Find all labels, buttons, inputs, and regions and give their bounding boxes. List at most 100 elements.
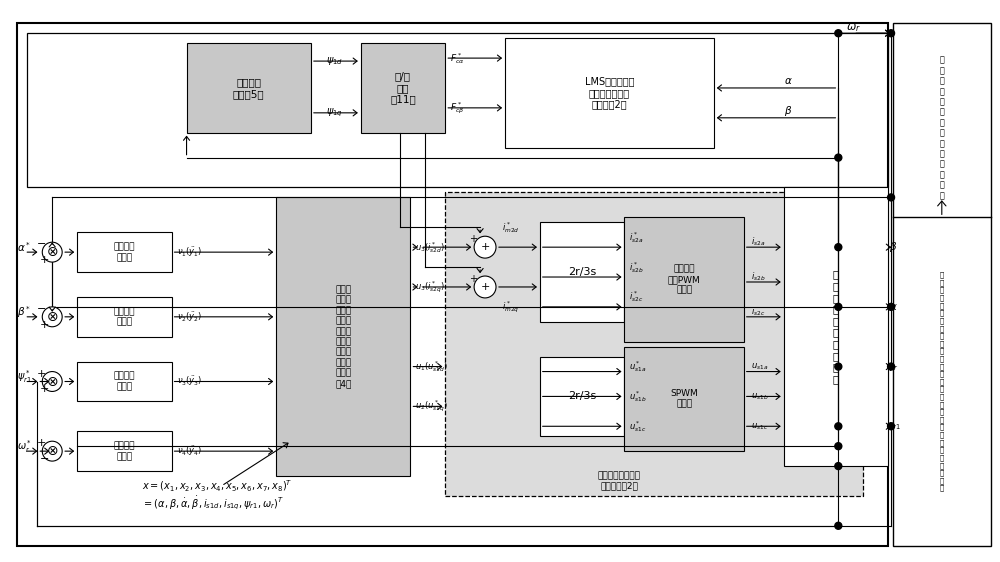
Text: ⊗: ⊗: [46, 374, 58, 388]
Text: $\beta^*$: $\beta^*$: [17, 304, 31, 320]
Circle shape: [888, 363, 895, 370]
Bar: [505, 38, 714, 148]
Bar: [77, 232, 172, 272]
Circle shape: [835, 154, 842, 161]
Text: $\nu_2(\ddot{y}_2)$: $\nu_2(\ddot{y}_2)$: [177, 310, 202, 324]
Circle shape: [474, 236, 496, 258]
Text: +: +: [37, 438, 46, 448]
Circle shape: [835, 423, 842, 430]
Text: $u_{s1a}^*$: $u_{s1a}^*$: [629, 359, 647, 374]
Bar: [27, 33, 888, 188]
Text: 三
相
无
轴
承
异
步
电
动
机: 三 相 无 轴 承 异 步 电 动 机: [833, 270, 839, 384]
Text: 无轴承异步电机原
系统模型（2）: 无轴承异步电机原 系统模型（2）: [598, 472, 641, 491]
Text: +: +: [480, 282, 490, 292]
Bar: [624, 217, 744, 342]
Bar: [77, 361, 172, 401]
Bar: [276, 197, 410, 476]
Text: 考虑定
子电流
动态的
无轴承
异步电
机转子
磁链定
向逆系
统模型
（4）: 考虑定 子电流 动态的 无轴承 异步电 机转子 磁链定 向逆系 统模型 （4）: [335, 285, 351, 388]
Circle shape: [888, 194, 895, 201]
Bar: [784, 188, 888, 466]
Text: 电机转速
调节器: 电机转速 调节器: [114, 442, 135, 461]
Text: $\nu_1(\ddot{y}_1)$: $\nu_1(\ddot{y}_1)$: [177, 245, 202, 259]
Text: $u_1(u_{s1d}^*)$: $u_1(u_{s1d}^*)$: [415, 359, 449, 374]
Circle shape: [42, 441, 62, 461]
Text: 2r/3s: 2r/3s: [568, 391, 596, 401]
Text: $\alpha$: $\alpha$: [889, 302, 897, 312]
Text: $i_{s2b}$: $i_{s2b}$: [751, 271, 765, 283]
Bar: [77, 431, 172, 471]
Text: $x=(x_1,x_2,x_3,x_4,x_5,x_6,x_7,x_8)^T$: $x=(x_1,x_2,x_3,x_4,x_5,x_6,x_7,x_8)^T$: [142, 478, 292, 493]
Text: ⊗: ⊗: [46, 444, 58, 458]
Text: −: −: [40, 454, 49, 464]
Text: +: +: [40, 255, 49, 265]
Text: 电流闭环
跟踪PWM
逆变器: 电流闭环 跟踪PWM 逆变器: [668, 265, 700, 294]
Text: $\beta$: $\beta$: [784, 104, 793, 118]
Circle shape: [474, 276, 496, 298]
Text: $i_{s2c}^*$: $i_{s2c}^*$: [629, 289, 644, 305]
Circle shape: [42, 242, 62, 262]
Text: 考
虑
电
流
动
态
的
无
轴
承
异
步
电
机
转
子
磁
链
定
向
逆
解
耦
控
制
基
本
系
统: 考 虑 电 流 动 态 的 无 轴 承 异 步 电 机 转 子 磁 链 定 向 …: [940, 271, 944, 491]
Text: 不
平
衡
振
动
激
振
力
前
馈
补
偿
系
统: 不 平 衡 振 动 激 振 力 前 馈 补 偿 系 统: [939, 56, 944, 200]
Circle shape: [42, 307, 62, 327]
Text: $u_{s1b}^*$: $u_{s1b}^*$: [629, 389, 647, 404]
Text: +: +: [480, 242, 490, 252]
Text: $\varphi_r$: $\varphi_r$: [887, 361, 899, 373]
Text: +: +: [469, 274, 477, 284]
Text: +: +: [469, 234, 477, 244]
Text: SPWM
逆变器: SPWM 逆变器: [670, 389, 698, 409]
Bar: [17, 23, 888, 546]
Text: $i_{s2b}^*$: $i_{s2b}^*$: [629, 260, 644, 274]
Circle shape: [42, 371, 62, 392]
Text: $u_{s1c}$: $u_{s1c}$: [751, 421, 768, 432]
Text: $u_{s1a}$: $u_{s1a}$: [751, 361, 768, 372]
Text: $\psi_{r1}$: $\psi_{r1}$: [886, 420, 900, 432]
Circle shape: [888, 423, 895, 430]
Text: −: −: [37, 304, 46, 314]
Text: $i_{s2a}$: $i_{s2a}$: [751, 236, 765, 248]
Circle shape: [835, 363, 842, 370]
Circle shape: [888, 303, 895, 310]
Text: $\omega_r$: $\omega_r$: [846, 22, 861, 34]
Text: 径向位移
调节器: 径向位移 调节器: [114, 242, 135, 262]
Circle shape: [835, 244, 842, 251]
Text: +: +: [40, 384, 49, 395]
Text: $=(\alpha,\beta,\dot{\alpha},\dot{\beta},i_{s1d},i_{s1q},\psi_{r1},\omega_r)^T$: $=(\alpha,\beta,\dot{\alpha},\dot{\beta}…: [142, 494, 284, 511]
Text: $\alpha$: $\alpha$: [784, 76, 793, 86]
Text: $u_{s1c}^*$: $u_{s1c}^*$: [629, 419, 647, 434]
Text: $\beta$: $\beta$: [889, 240, 897, 254]
Text: 力/流
变换
（11）: 力/流 变换 （11）: [390, 71, 416, 105]
Circle shape: [835, 443, 842, 450]
Text: $i_{s2a}^*$: $i_{s2a}^*$: [629, 230, 644, 244]
Text: $\psi_{1q}$: $\psi_{1q}$: [326, 107, 343, 119]
Text: +: +: [37, 369, 46, 379]
Text: 径向位移
调节器: 径向位移 调节器: [114, 307, 135, 327]
Bar: [540, 357, 624, 436]
Circle shape: [835, 30, 842, 37]
Text: $\nu_3(\ddot{y}_3)$: $\nu_3(\ddot{y}_3)$: [177, 374, 202, 388]
Bar: [361, 43, 445, 133]
Text: +: +: [40, 320, 49, 330]
Text: −: −: [37, 239, 46, 249]
Circle shape: [835, 463, 842, 470]
Text: $u_2(u_{s1q}^*)$: $u_2(u_{s1q}^*)$: [415, 398, 449, 414]
Text: 气隙磁链
计算（5）: 气隙磁链 计算（5）: [233, 77, 265, 99]
Circle shape: [835, 303, 842, 310]
Text: $F_{c\beta}^*$: $F_{c\beta}^*$: [450, 100, 465, 116]
Bar: [893, 23, 991, 546]
Text: 2r/3s: 2r/3s: [568, 267, 596, 277]
Bar: [624, 347, 744, 451]
Text: $\omega_r^*$: $\omega_r^*$: [17, 438, 32, 455]
Text: $\nu_4(\ddot{y}_4)$: $\nu_4(\ddot{y}_4)$: [177, 444, 202, 458]
Text: $u_{s1b}$: $u_{s1b}$: [751, 391, 768, 402]
Text: $\alpha^*$: $\alpha^*$: [17, 241, 31, 254]
Text: $F_{c\alpha}^*$: $F_{c\alpha}^*$: [450, 51, 465, 66]
Circle shape: [835, 522, 842, 529]
Text: $u_3(i_{s2q}^*)$: $u_3(i_{s2q}^*)$: [415, 279, 446, 294]
Bar: [540, 223, 624, 322]
Circle shape: [888, 30, 895, 37]
Text: $i_{s2c}$: $i_{s2c}$: [751, 306, 765, 318]
Text: 转子磁链
调节器: 转子磁链 调节器: [114, 372, 135, 391]
Text: $i_{m2d}^*$: $i_{m2d}^*$: [502, 220, 520, 235]
Bar: [187, 43, 311, 133]
Text: ⊗: ⊗: [46, 245, 58, 259]
